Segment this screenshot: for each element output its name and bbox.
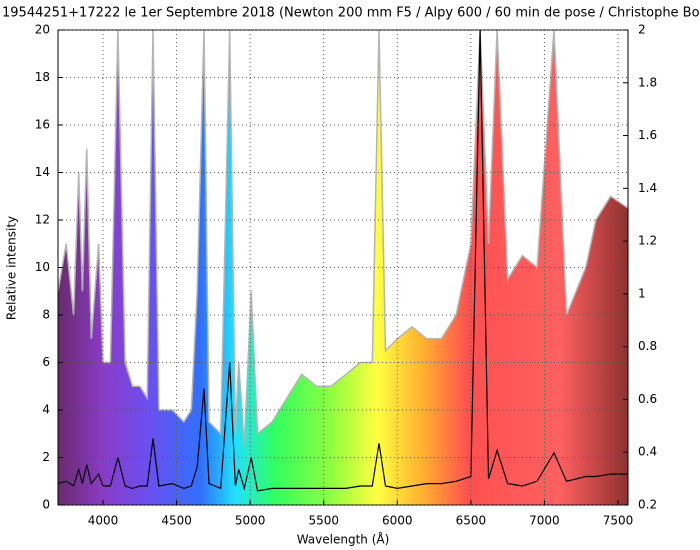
y-tick-label: 2 [42, 450, 50, 464]
y-tick-label: 12 [35, 213, 50, 227]
x-tick-label: 5500 [308, 514, 339, 528]
y2-tick-label: 1.2 [638, 234, 657, 248]
y2-tick-label: 0.2 [638, 498, 657, 512]
x-tick-label: 7000 [529, 514, 560, 528]
x-axis-label: Wavelength (Å) [297, 532, 390, 547]
y-tick-label: 0 [42, 498, 50, 512]
y2-tick-label: 0.6 [638, 392, 657, 406]
y-tick-label: 14 [35, 165, 50, 179]
y-tick-label: 6 [42, 355, 50, 369]
y-tick-label: 4 [42, 403, 50, 417]
x-tick-label: 5000 [235, 514, 266, 528]
x-tick-label: 4500 [161, 514, 192, 528]
y-tick-label: 10 [35, 260, 50, 274]
y-tick-label: 8 [42, 308, 50, 322]
y2-tick-label: 1.8 [638, 75, 657, 89]
chart-title: 19544251+17222 le 1er Septembre 2018 (Ne… [2, 6, 700, 21]
y2-tick-label: 1.4 [638, 181, 657, 195]
x-tick-label: 6000 [382, 514, 413, 528]
x-tick-label: 7500 [603, 514, 634, 528]
y-tick-label: 16 [35, 118, 50, 132]
y2-tick-label: 0.8 [638, 339, 657, 353]
y2-tick-label: 1.6 [638, 128, 657, 142]
x-tick-label: 6500 [456, 514, 487, 528]
y-tick-label: 20 [35, 23, 50, 37]
spectrum-line [58, 30, 628, 492]
spectrum-area [58, 30, 628, 505]
y-axis-label: Relative intensity [5, 216, 19, 320]
y-tick-label: 18 [35, 70, 50, 84]
x-tick-label: 4000 [88, 514, 119, 528]
y2-tick-label: 0.4 [638, 445, 657, 459]
y2-tick-label: 2 [638, 23, 646, 37]
y2-tick-label: 1 [638, 286, 646, 300]
